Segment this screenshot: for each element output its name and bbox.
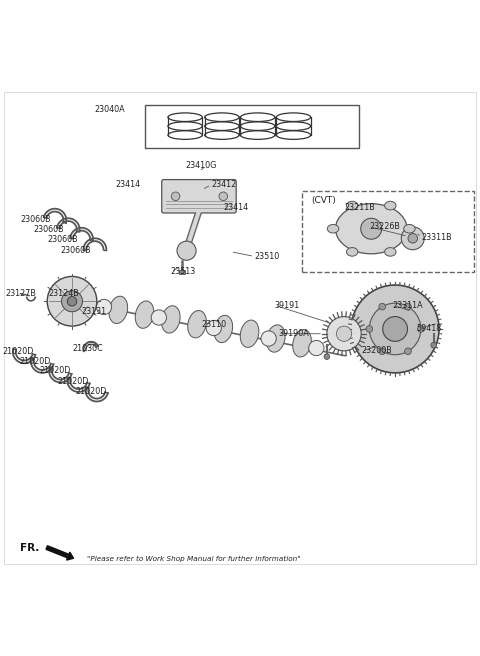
Ellipse shape <box>336 203 407 254</box>
Circle shape <box>324 354 330 359</box>
Circle shape <box>405 348 411 355</box>
Text: 23200B: 23200B <box>362 346 393 356</box>
Text: 23124B: 23124B <box>48 289 79 298</box>
Circle shape <box>401 227 424 250</box>
Text: 21020D: 21020D <box>39 367 71 375</box>
Text: 23060B: 23060B <box>21 215 51 224</box>
Circle shape <box>327 317 361 351</box>
Circle shape <box>96 299 112 315</box>
Text: 23060B: 23060B <box>47 236 78 244</box>
Text: 39191: 39191 <box>275 300 300 310</box>
Circle shape <box>261 331 276 346</box>
Text: 23414: 23414 <box>115 180 140 190</box>
Ellipse shape <box>384 247 396 256</box>
Text: "Please refer to Work Shop Manual for further information": "Please refer to Work Shop Manual for fu… <box>87 556 301 562</box>
Ellipse shape <box>266 325 285 352</box>
Circle shape <box>418 325 424 333</box>
Circle shape <box>351 285 439 373</box>
Text: 23060B: 23060B <box>60 246 91 255</box>
Circle shape <box>366 325 372 333</box>
Text: 23311B: 23311B <box>421 233 452 242</box>
Circle shape <box>47 276 97 326</box>
Circle shape <box>379 348 385 355</box>
Ellipse shape <box>240 320 259 348</box>
Text: 23110: 23110 <box>202 319 227 329</box>
Text: 23510: 23510 <box>254 252 279 261</box>
Bar <box>179 270 185 274</box>
Circle shape <box>383 317 408 341</box>
Text: FR.: FR. <box>21 543 40 552</box>
Circle shape <box>405 303 411 310</box>
Ellipse shape <box>327 224 339 233</box>
Text: 23226B: 23226B <box>370 222 401 232</box>
Text: 23513: 23513 <box>171 267 196 276</box>
Circle shape <box>309 340 324 356</box>
Ellipse shape <box>135 301 154 328</box>
Circle shape <box>206 320 221 336</box>
Bar <box>144 105 360 148</box>
Ellipse shape <box>214 316 233 342</box>
Ellipse shape <box>293 329 312 357</box>
Text: 23412: 23412 <box>211 180 237 190</box>
Text: 39190A: 39190A <box>278 329 309 338</box>
Ellipse shape <box>161 306 180 333</box>
Text: 21020D: 21020D <box>75 388 107 396</box>
Ellipse shape <box>347 201 358 210</box>
Text: 21020D: 21020D <box>58 377 89 386</box>
Text: 23414: 23414 <box>223 203 249 213</box>
Circle shape <box>379 303 385 310</box>
Text: 23060B: 23060B <box>34 225 64 234</box>
Ellipse shape <box>347 247 358 256</box>
Circle shape <box>408 234 418 243</box>
Ellipse shape <box>384 201 396 210</box>
Circle shape <box>431 342 437 348</box>
Text: 21020D: 21020D <box>2 348 34 356</box>
Ellipse shape <box>188 310 206 338</box>
Text: (CVT): (CVT) <box>312 196 336 205</box>
FancyArrow shape <box>46 546 73 560</box>
FancyBboxPatch shape <box>162 180 236 213</box>
Text: 23410G: 23410G <box>185 161 216 171</box>
Text: 23131: 23131 <box>82 307 107 316</box>
Text: 23311A: 23311A <box>393 300 423 310</box>
Text: 21030C: 21030C <box>72 344 103 352</box>
Bar <box>302 190 474 272</box>
Text: 23127B: 23127B <box>5 289 36 298</box>
Text: 23040A: 23040A <box>95 105 125 114</box>
Text: 23211B: 23211B <box>344 203 375 213</box>
Circle shape <box>67 297 77 306</box>
Circle shape <box>177 241 196 260</box>
Circle shape <box>361 218 382 239</box>
Circle shape <box>336 326 352 341</box>
Circle shape <box>219 192 228 201</box>
Ellipse shape <box>404 224 415 233</box>
Text: 21020D: 21020D <box>20 357 51 366</box>
Circle shape <box>171 192 180 201</box>
Circle shape <box>61 291 83 312</box>
Circle shape <box>369 303 421 355</box>
Text: 59418: 59418 <box>417 325 442 333</box>
Circle shape <box>151 310 167 325</box>
Ellipse shape <box>109 297 128 323</box>
